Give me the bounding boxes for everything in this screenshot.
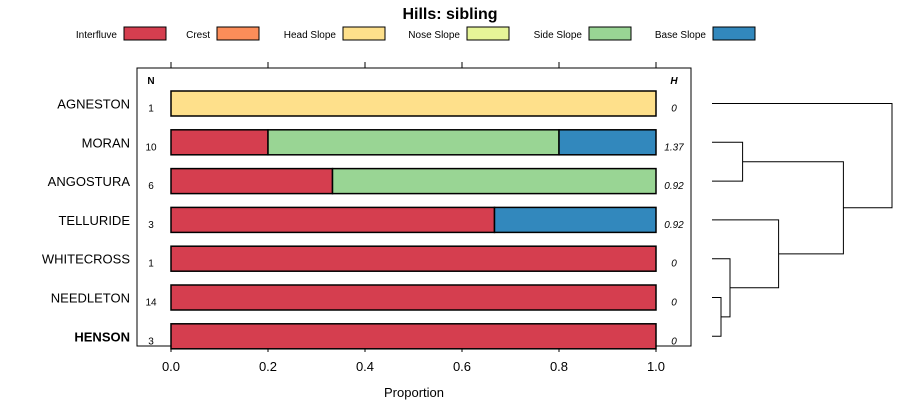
legend-label-crest: Crest bbox=[186, 30, 210, 41]
row-label-henson: HENSON bbox=[74, 329, 130, 344]
x-tick-label: 0.2 bbox=[259, 359, 277, 374]
row-label-needleton: NEEDLETON bbox=[51, 291, 130, 306]
x-axis: 0.0 0.2 0.4 0.6 0.8 1.0 bbox=[162, 62, 665, 374]
legend-swatch-head-slope bbox=[342, 26, 386, 41]
row-n-needleton: 14 bbox=[145, 298, 157, 309]
bar-segment-agneston-head-slope bbox=[170, 90, 657, 117]
dendrogram-branch bbox=[712, 141, 744, 182]
x-tick-label: 0.4 bbox=[356, 359, 374, 374]
x-tick-label: 0.8 bbox=[550, 359, 568, 374]
legend-label-interfluve: Interfluve bbox=[76, 30, 118, 41]
bar-segment-angostura-interfluve bbox=[170, 167, 334, 195]
legend-label-head-slope: Head Slope bbox=[284, 30, 337, 41]
bar-segment-angostura-side-slope bbox=[331, 167, 657, 195]
row-n-telluride: 3 bbox=[148, 220, 154, 231]
legend-swatch-side-slope bbox=[588, 26, 632, 41]
row-label-agneston: AGNESTON bbox=[57, 97, 130, 112]
legend-swatch-nose-slope bbox=[466, 26, 510, 41]
row-h-telluride: 0.92 bbox=[664, 220, 684, 231]
n-header: N bbox=[147, 76, 154, 87]
bar-segment-whitecross-interfluve bbox=[170, 245, 657, 272]
x-axis-title: Proportion bbox=[384, 385, 444, 400]
legend-label-base-slope: Base Slope bbox=[655, 30, 707, 41]
chart-title: Hills: sibling bbox=[402, 6, 497, 23]
bar-segment-telluride-interfluve bbox=[170, 206, 496, 234]
dendrogram bbox=[712, 103, 893, 337]
dendrogram-branch bbox=[712, 219, 780, 289]
legend-label-side-slope: Side Slope bbox=[534, 30, 583, 41]
x-tick-label: 0.6 bbox=[453, 359, 471, 374]
row-h-agneston: 0 bbox=[671, 104, 677, 115]
legend-swatch-interfluve bbox=[123, 26, 167, 41]
row-h-moran: 1.37 bbox=[664, 142, 684, 153]
bar-segment-telluride-base-slope bbox=[493, 206, 657, 234]
x-tick-label: 0.0 bbox=[162, 359, 180, 374]
bar-segment-henson-interfluve bbox=[170, 323, 657, 350]
row-n-henson: 3 bbox=[148, 336, 154, 347]
bar-segment-needleton-interfluve bbox=[170, 284, 657, 311]
bar-segment-moran-interfluve bbox=[170, 129, 269, 156]
legend: Interfluve Crest Head Slope Nose Slope Side … bbox=[76, 26, 756, 41]
bar-segment-moran-side-slope bbox=[267, 129, 560, 156]
row-h-needleton: 0 bbox=[671, 298, 677, 309]
bar-segment-moran-base-slope bbox=[558, 129, 657, 156]
row-n-moran: 10 bbox=[145, 142, 157, 153]
row-h-henson: 0 bbox=[671, 336, 677, 347]
row-label-telluride: TELLURIDE bbox=[58, 213, 130, 228]
row-n-agneston: 1 bbox=[148, 104, 154, 115]
dendrogram-branch bbox=[712, 297, 722, 337]
h-header: H bbox=[670, 76, 678, 87]
row-label-moran: MORAN bbox=[82, 135, 130, 150]
dendrogram-branch bbox=[742, 161, 844, 255]
row-n-whitecross: 1 bbox=[148, 259, 154, 270]
x-tick-label: 1.0 bbox=[647, 359, 665, 374]
row-n-angostura: 6 bbox=[148, 181, 154, 192]
legend-label-nose-slope: Nose Slope bbox=[408, 30, 460, 41]
legend-swatch-crest bbox=[216, 26, 260, 41]
row-h-whitecross: 0 bbox=[671, 259, 677, 270]
row-label-angostura: ANGOSTURA bbox=[48, 174, 131, 189]
legend-swatch-base-slope bbox=[712, 26, 756, 41]
row-h-angostura: 0.92 bbox=[664, 181, 684, 192]
row-label-whitecross: WHITECROSS bbox=[42, 252, 130, 267]
dendrogram-branch bbox=[712, 103, 893, 209]
